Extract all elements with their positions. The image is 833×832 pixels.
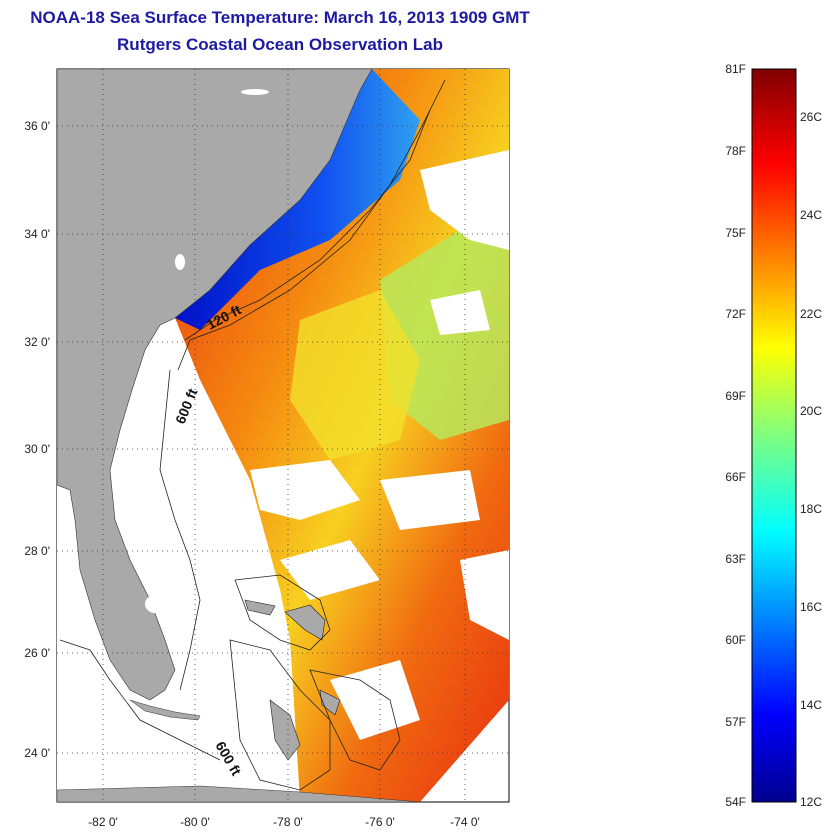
lat-label: 28 0' [24,544,50,558]
colorbar-c-label: 12C [800,795,822,809]
lakes [145,89,269,613]
colorbar-c-label: 16C [800,600,822,614]
colorbar [751,68,797,803]
cloud-mask [250,150,509,740]
lon-label: -74 0' [450,815,480,829]
colorbar-f-label: 72F [725,307,746,321]
lat-axis: 36 0' 34 0' 32 0' 30 0' 28 0' 26 0' 24 0… [24,119,50,760]
colorbar-c-label: 20C [800,404,822,418]
colorbar-f-label: 60F [725,633,746,647]
colorbar-f-label: 75F [725,226,746,240]
colorbar-f-label: 66F [725,470,746,484]
lat-label: 24 0' [24,746,50,760]
colorbar-c-label: 18C [800,502,822,516]
colorbar-f-label: 63F [725,552,746,566]
lon-axis: -82 0' -80 0' -78 0' -76 0' -74 0' [88,815,480,829]
colorbar-c-label: 24C [800,208,822,222]
lat-label: 26 0' [24,646,50,660]
map-subtitle: Rutgers Coastal Ocean Observation Lab [117,35,443,54]
lon-label: -82 0' [88,815,118,829]
lon-label: -76 0' [365,815,395,829]
colorbar-f-label: 69F [725,389,746,403]
land-cuba [57,785,421,802]
colorbar-c-ticks: 26C 24C 22C 20C 18C 16C 14C 12C [800,110,822,809]
colorbar-f-label: 54F [725,795,746,809]
lon-label: -78 0' [273,815,303,829]
colorbar-f-label: 81F [725,62,746,76]
lat-label: 30 0' [24,442,50,456]
colorbar-c-label: 22C [800,307,822,321]
colorbar-c-label: 14C [800,698,822,712]
land-us-florida [57,69,373,701]
land-florida-keys [129,699,201,721]
graticule [57,69,509,802]
land-bahamas [244,599,341,761]
lat-label: 32 0' [24,335,50,349]
colorbar-f-ticks: 81F 78F 75F 72F 69F 66F 63F 60F 57F 54F [725,62,746,809]
lat-label: 34 0' [24,227,50,241]
lon-label: -80 0' [180,815,210,829]
lat-label: 36 0' [24,119,50,133]
colorbar-c-label: 26C [800,110,822,124]
bathymetry-contours [59,79,446,791]
colorbar-f-label: 57F [725,715,746,729]
sst-patch-yellow [290,290,420,460]
map-title: NOAA-18 Sea Surface Temperature: March 1… [30,8,530,27]
colorbar-f-label: 78F [725,144,746,158]
